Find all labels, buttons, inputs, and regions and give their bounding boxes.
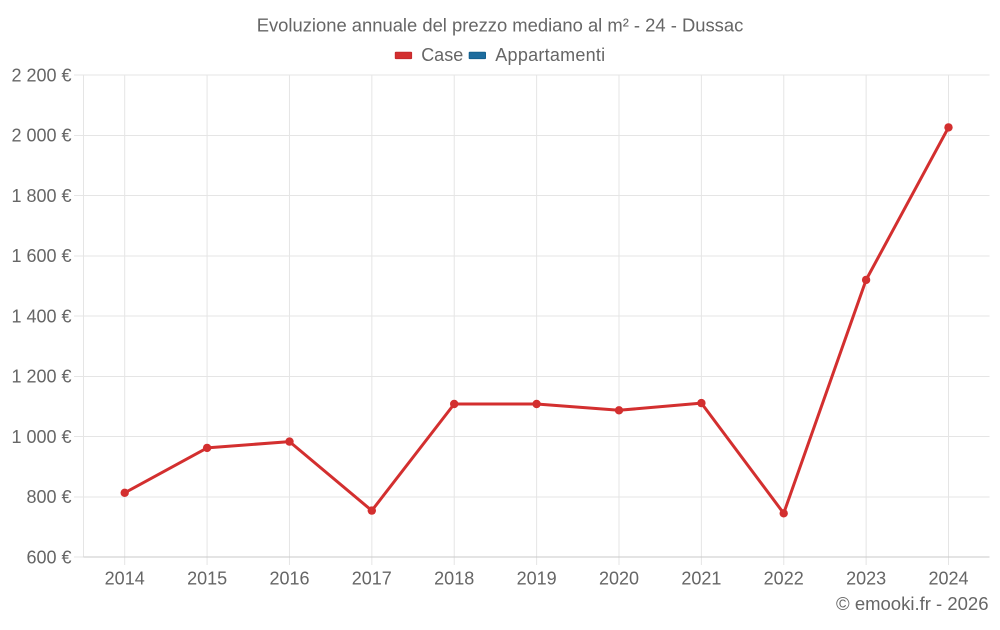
- svg-text:2024: 2024: [928, 569, 968, 589]
- svg-text:2015: 2015: [187, 569, 227, 589]
- svg-text:1 400 €: 1 400 €: [11, 306, 71, 326]
- svg-text:1 000 €: 1 000 €: [11, 427, 71, 447]
- svg-text:2017: 2017: [352, 569, 392, 589]
- svg-text:1 800 €: 1 800 €: [11, 186, 71, 206]
- svg-text:1 200 €: 1 200 €: [11, 367, 71, 387]
- svg-text:1 600 €: 1 600 €: [11, 246, 71, 266]
- svg-text:2020: 2020: [599, 569, 639, 589]
- svg-text:2 000 €: 2 000 €: [11, 126, 71, 146]
- svg-text:2019: 2019: [517, 569, 557, 589]
- svg-text:800 €: 800 €: [26, 487, 71, 507]
- svg-text:2014: 2014: [105, 569, 145, 589]
- svg-text:2022: 2022: [764, 569, 804, 589]
- svg-text:Appartamenti: Appartamenti: [495, 45, 605, 65]
- svg-text:2016: 2016: [269, 569, 309, 589]
- svg-text:Evoluzione annuale del prezzo: Evoluzione annuale del prezzo mediano al…: [257, 15, 744, 36]
- svg-text:2023: 2023: [846, 569, 886, 589]
- svg-text:Case: Case: [421, 45, 463, 65]
- svg-text:2018: 2018: [434, 569, 474, 589]
- svg-text:600 €: 600 €: [26, 547, 71, 567]
- svg-text:© emooki.fr - 2026: © emooki.fr - 2026: [836, 593, 988, 614]
- svg-text:2021: 2021: [681, 569, 721, 589]
- svg-text:2 200 €: 2 200 €: [11, 65, 71, 85]
